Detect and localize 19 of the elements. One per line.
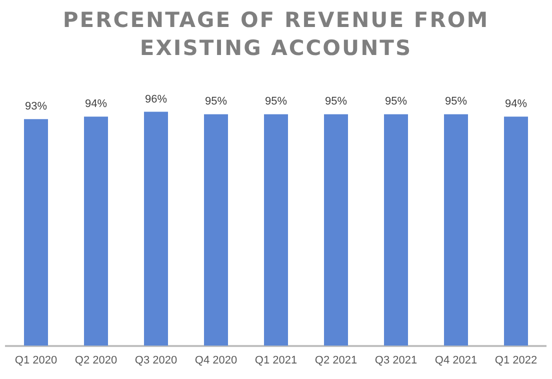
data-label: 95% bbox=[264, 96, 288, 108]
x-tick-label: Q1 2021 bbox=[254, 354, 298, 366]
data-label: 96% bbox=[144, 93, 168, 106]
x-tick-label: Q3 2020 bbox=[134, 354, 178, 366]
chart-title: PERCENTAGE OF REVENUE FROM EXISTING ACCOUNTS bbox=[62, 7, 490, 62]
data-label: 95% bbox=[324, 96, 348, 108]
x-tick-label: Q1 2022 bbox=[494, 354, 538, 366]
x-tick-label: Q4 2020 bbox=[194, 354, 238, 366]
x-tick-label: Q2 2021 bbox=[314, 354, 358, 366]
data-label: 94% bbox=[84, 98, 108, 110]
data-label: 94% bbox=[504, 98, 528, 110]
x-tick-label: Q3 2021 bbox=[374, 354, 418, 366]
data-label: 95% bbox=[204, 96, 228, 108]
data-label: 95% bbox=[384, 96, 408, 108]
x-tick-label: Q4 2021 bbox=[434, 354, 478, 366]
data-label: 95% bbox=[444, 96, 468, 108]
x-tick-label: Q2 2020 bbox=[74, 354, 118, 366]
data-label: 93% bbox=[24, 100, 48, 113]
x-tick-label: Q1 2020 bbox=[14, 354, 58, 366]
